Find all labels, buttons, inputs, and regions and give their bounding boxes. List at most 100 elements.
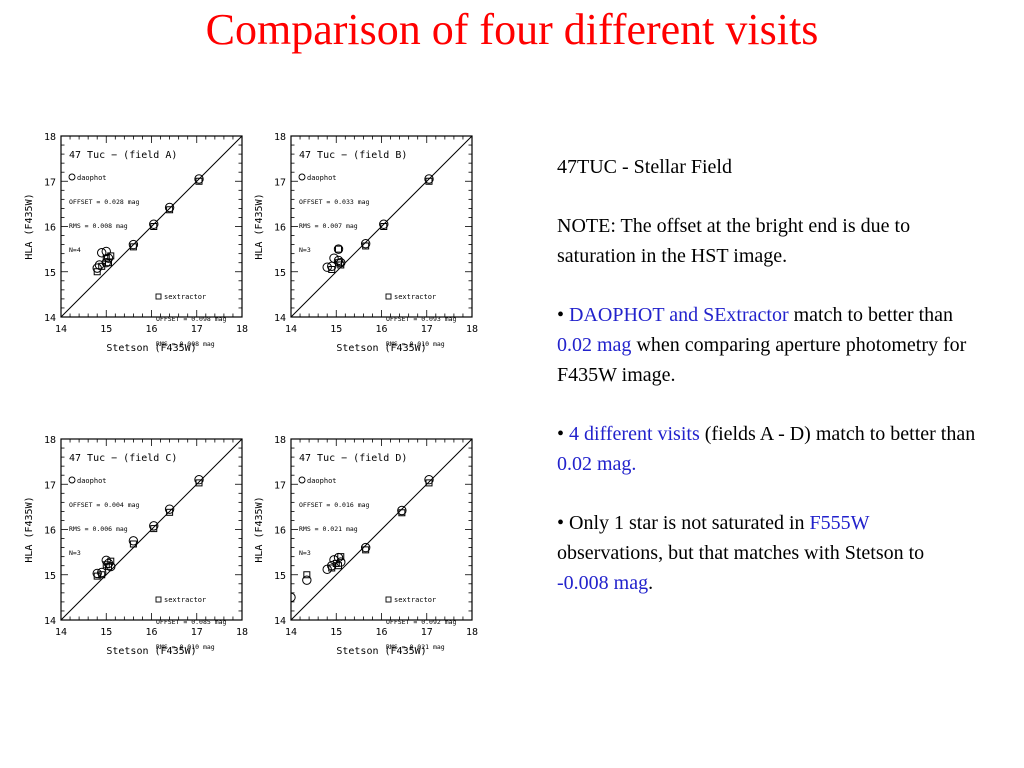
y-tick-label: 17 xyxy=(274,480,286,491)
x-tick-label: 15 xyxy=(330,324,342,335)
one-to-one-line xyxy=(291,136,472,317)
daophot-stat: N=3 xyxy=(299,246,311,254)
y-tick-label: 15 xyxy=(44,268,56,279)
sextractor-point xyxy=(332,559,340,567)
x-tick-label: 15 xyxy=(100,627,112,638)
one-to-one-line xyxy=(61,136,242,317)
bullet-text: . xyxy=(648,572,654,594)
panel-title: 47 Tuc − (field B) xyxy=(299,150,407,161)
bullet-four-visits: • 4 different visits (fields A - D) matc… xyxy=(557,419,977,479)
plot-area xyxy=(291,439,472,620)
sextractor-point xyxy=(98,262,106,270)
scatter-panel-field-c: 14 15 16 17 18 14 15 16 17 18 Stetson (F435W) HLA (… xyxy=(20,428,256,718)
daophot-point xyxy=(194,174,204,184)
y-axis-label: HLA (F435W) xyxy=(254,496,265,562)
sextractor-legend-icon xyxy=(385,293,392,300)
daophot-point xyxy=(302,575,312,585)
sextractor-point xyxy=(93,572,101,580)
plot-area xyxy=(61,439,242,620)
sextractor-stat: RMS = 0.008 mag xyxy=(156,340,215,348)
sextractor-point xyxy=(105,259,113,267)
sextractor-legend-icon xyxy=(385,596,392,603)
plot-area xyxy=(61,136,242,317)
bullet-daophot-sextractor: • DAOPHOT and SExtractor match to better… xyxy=(557,300,977,390)
sextractor-point xyxy=(337,553,345,561)
daophot-stat: RMS = 0.008 mag xyxy=(69,222,128,230)
x-tick-label: 18 xyxy=(236,324,248,335)
sextractor-legend-label: sextractor xyxy=(394,596,436,604)
x-axis-label: Stetson (F435W) xyxy=(106,343,196,354)
daophot-legend-icon xyxy=(68,173,76,181)
sextractor-point xyxy=(93,268,101,276)
panel-title: 47 Tuc − (field C) xyxy=(69,453,177,464)
x-tick-label: 16 xyxy=(375,627,387,638)
daophot-point xyxy=(424,174,434,184)
sextractor-point xyxy=(129,540,137,548)
daophot-point xyxy=(149,521,159,531)
highlight-four-visits: 4 different visits xyxy=(569,423,700,445)
notes-column: 47TUC - Stellar Field NOTE: The offset a… xyxy=(557,152,977,627)
sextractor-point xyxy=(362,242,370,250)
daophot-point xyxy=(97,567,107,578)
sextractor-point xyxy=(150,525,158,533)
daophot-stat: N=4 xyxy=(69,246,81,254)
plot-area xyxy=(291,136,472,317)
x-axis-label: Stetson (F435W) xyxy=(336,343,426,354)
daophot-point xyxy=(336,258,346,268)
daophot-stat: N=3 xyxy=(69,549,81,557)
x-tick-label: 15 xyxy=(330,627,342,638)
y-tick-label: 16 xyxy=(44,526,56,537)
daophot-point xyxy=(379,219,389,229)
sextractor-point xyxy=(335,562,343,570)
daophot-point xyxy=(336,557,346,567)
highlight-daophot-sextractor: DAOPHOT and SExtractor xyxy=(569,304,789,326)
y-tick-label: 14 xyxy=(44,616,56,627)
x-tick-label: 14 xyxy=(285,627,297,638)
bullet-text: • Only 1 star is not saturated in xyxy=(557,512,810,534)
sextractor-point xyxy=(102,561,110,569)
daophot-point xyxy=(106,561,116,572)
daophot-point xyxy=(424,475,434,485)
notes-saturation-note: NOTE: The offset at the bright end is du… xyxy=(557,215,911,267)
daophot-stat: OFFSET = 0.028 mag xyxy=(69,198,140,206)
y-tick-label: 16 xyxy=(44,223,56,234)
sextractor-stat: RMS = 0.021 mag xyxy=(386,643,445,651)
scatter-panel-field-a: 14 15 16 17 18 14 15 16 17 18 Stetson (F435W) HLA (… xyxy=(20,125,256,415)
daophot-point xyxy=(333,255,344,266)
sextractor-point xyxy=(107,557,115,565)
sextractor-stat: OFFSET = 0.093 mag xyxy=(386,315,457,323)
y-tick-label: 18 xyxy=(274,132,286,143)
daophot-stat: OFFSET = 0.033 mag xyxy=(299,198,370,206)
y-tick-label: 18 xyxy=(44,132,56,143)
bullet-text: observations, but that matches with Stet… xyxy=(557,542,925,564)
daophot-stat: N=3 xyxy=(299,549,311,557)
panel-title: 47 Tuc − (field D) xyxy=(299,453,407,464)
daophot-legend-icon xyxy=(298,476,306,484)
y-tick-label: 15 xyxy=(274,268,286,279)
scatter-plot: 14 15 16 17 18 14 15 16 17 18 Stetson (F435W) HLA (… xyxy=(254,435,478,657)
daophot-point xyxy=(103,253,114,263)
one-to-one-line xyxy=(291,439,472,620)
sextractor-point xyxy=(328,564,336,572)
sextractor-stat: RMS = 0.010 mag xyxy=(156,643,215,651)
daophot-point xyxy=(128,239,139,250)
highlight-002-mag: 0.02 mag. xyxy=(557,453,637,475)
x-tick-label: 18 xyxy=(466,324,478,335)
daophot-legend-icon xyxy=(68,476,76,484)
scatter-plot: 14 15 16 17 18 14 15 16 17 18 Stetson (F435W) HLA (… xyxy=(254,132,478,354)
y-tick-label: 14 xyxy=(44,313,56,324)
x-tick-label: 15 xyxy=(100,324,112,335)
daophot-legend-icon xyxy=(298,173,306,181)
y-axis-label: HLA (F435W) xyxy=(24,496,35,562)
y-tick-label: 18 xyxy=(274,435,286,446)
sextractor-point xyxy=(303,571,311,579)
daophot-point xyxy=(92,568,102,579)
sextractor-stat: RMS = 0.010 mag xyxy=(386,340,445,348)
x-tick-label: 16 xyxy=(145,627,157,638)
x-tick-label: 18 xyxy=(466,627,478,638)
sextractor-point xyxy=(166,206,174,214)
daophot-point xyxy=(322,262,332,272)
sextractor-point xyxy=(328,265,336,273)
x-axis-label: Stetson (F435W) xyxy=(106,646,196,657)
sextractor-point xyxy=(166,508,174,516)
